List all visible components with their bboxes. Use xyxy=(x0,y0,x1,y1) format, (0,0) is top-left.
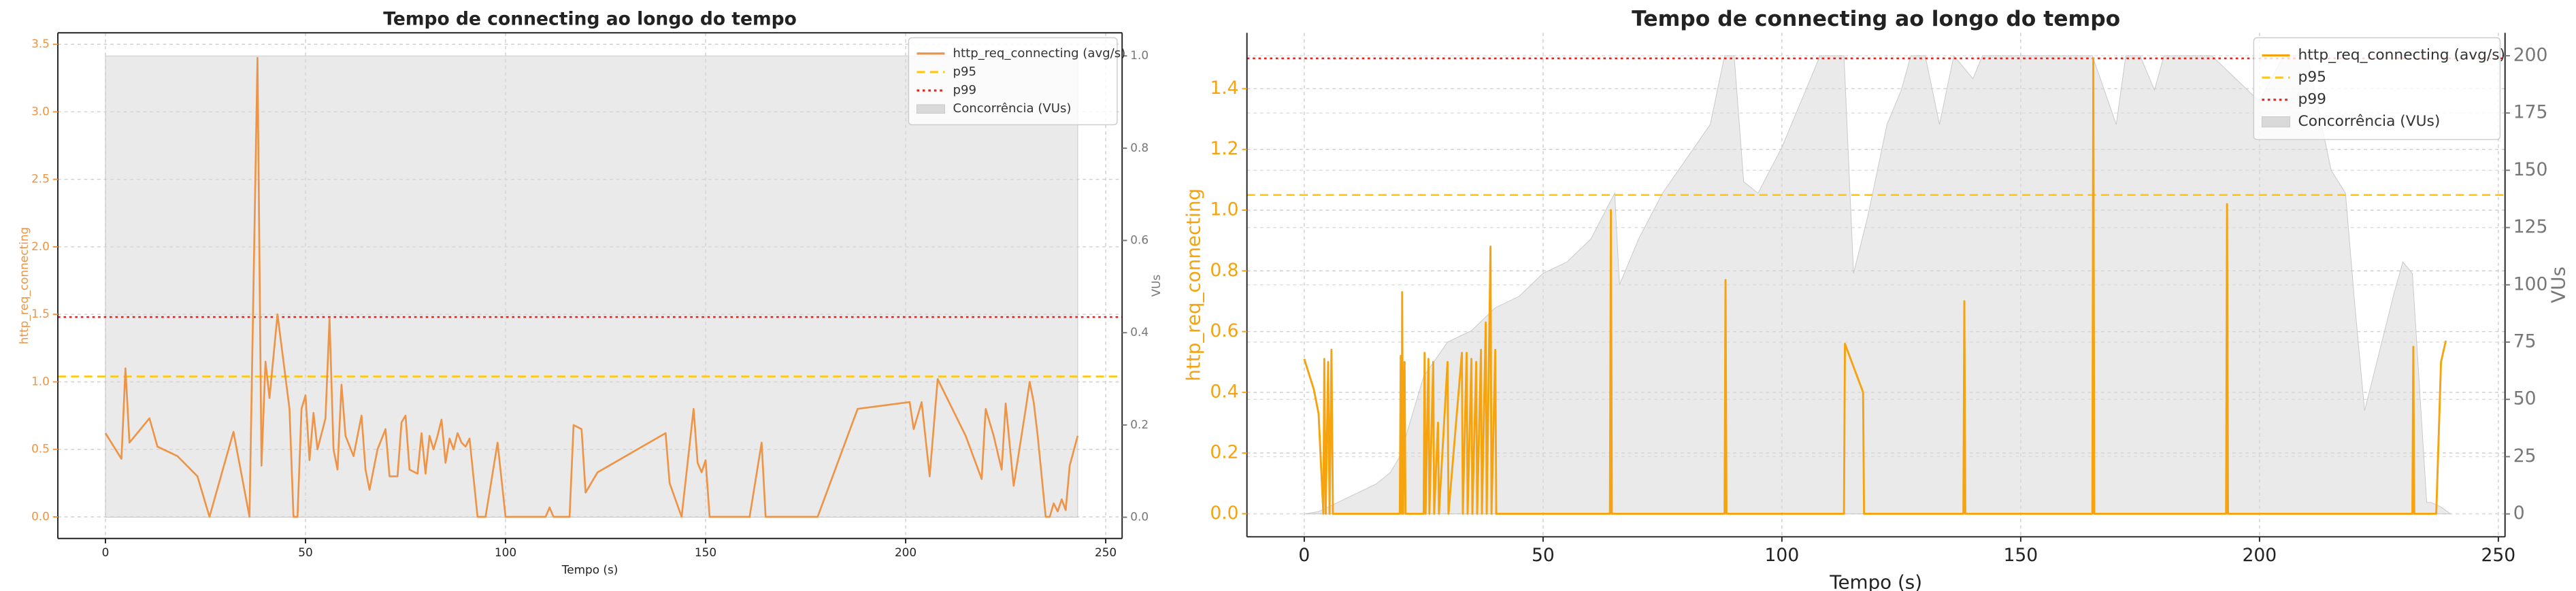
legend-label: http_req_connecting (avg/s) xyxy=(2298,46,2506,63)
y-tick-label: 2.0 xyxy=(31,239,50,253)
legend-box xyxy=(908,37,1118,126)
y-tick-label: 0.2 xyxy=(1210,442,1238,463)
x-tick-label: 50 xyxy=(1532,545,1555,566)
x-tick-label: 0 xyxy=(1298,545,1310,566)
legend-swatch xyxy=(2261,116,2290,128)
series-line xyxy=(1303,57,2447,515)
y2-tick-label: 0.8 xyxy=(1130,141,1149,154)
y-tick-label: 0.0 xyxy=(31,509,50,523)
y2-tick-label: 0 xyxy=(2513,503,2525,524)
concurrency-area xyxy=(1304,54,2452,515)
x-tick-label: 0 xyxy=(102,545,110,559)
y-tick-label: 1.0 xyxy=(31,374,50,388)
x-tick-label: 100 xyxy=(1765,545,1800,566)
concurrency-area xyxy=(105,55,1078,518)
x-tick-label: 150 xyxy=(695,545,716,559)
x-tick-label: 250 xyxy=(2481,545,2516,566)
y2-axis-label: VUs xyxy=(1149,275,1163,297)
y-tick-label: 1.2 xyxy=(1210,138,1238,159)
y2-tick-label: 25 xyxy=(2513,445,2537,467)
chart-panel: 0 50 100 150 200 250 0.0 0.2 0.4 0.6 0.8 1.0 1.2 1.4 0… xyxy=(1183,7,2570,591)
x-tick-label: 100 xyxy=(495,545,516,559)
y-tick-label: 1.0 xyxy=(1210,199,1238,220)
y2-tick-label: 0.0 xyxy=(1130,510,1149,524)
y-axis-label: http_req_connecting xyxy=(17,227,31,345)
y-tick-label: 1.5 xyxy=(31,307,50,320)
y-tick-label: 0.8 xyxy=(1210,260,1238,281)
y-axis-label: http_req_connecting xyxy=(1183,188,1205,382)
x-tick-label: 150 xyxy=(2004,545,2038,566)
y2-tick-label: 125 xyxy=(2513,216,2548,237)
x-axis-label: Tempo (s) xyxy=(561,563,618,577)
legend-label: Concorrência (VUs) xyxy=(2298,113,2441,130)
y2-axis-label: VUs xyxy=(2547,267,2569,303)
y2-tick-label: 200 xyxy=(2513,44,2548,65)
series-line xyxy=(104,56,1079,518)
y-tick-label: 3.5 xyxy=(31,37,50,50)
y-tick-label: 1.4 xyxy=(1210,78,1238,99)
y-tick-label: 0.4 xyxy=(1210,381,1238,402)
chart-title: Tempo de connecting ao longo do tempo xyxy=(1632,7,2120,31)
y-tick-label: 0.5 xyxy=(31,442,50,456)
x-tick-label: 200 xyxy=(895,545,917,559)
y2-tick-label: 100 xyxy=(2513,273,2548,294)
legend-label: p95 xyxy=(953,65,977,79)
y2-tick-label: 1.0 xyxy=(1130,48,1149,62)
y2-tick-label: 175 xyxy=(2513,102,2548,123)
y-tick-label: 3.0 xyxy=(31,104,50,118)
y-tick-label: 0.0 xyxy=(1210,503,1238,524)
x-axis-label: Tempo (s) xyxy=(1829,571,1922,591)
y2-tick-label: 0.4 xyxy=(1130,325,1149,339)
legend-label: p95 xyxy=(2298,69,2326,86)
x-tick-label: 50 xyxy=(298,545,312,559)
y2-tick-label: 50 xyxy=(2513,388,2537,409)
chart-panel: 0 50 100 150 200 250 0.0 0.5 1.0 1.5 2.0 2.5 3.0 3.5 0… xyxy=(17,8,1163,576)
legend-box xyxy=(2253,37,2501,140)
y2-tick-label: 75 xyxy=(2513,331,2537,352)
y2-tick-label: 0.6 xyxy=(1130,233,1149,247)
x-tick-label: 250 xyxy=(1095,545,1117,559)
legend-label: http_req_connecting (avg/s) xyxy=(953,46,1126,61)
y2-tick-label: 0.2 xyxy=(1130,418,1149,431)
legend-label: p99 xyxy=(2298,91,2326,108)
legend-swatch xyxy=(916,104,945,114)
chart-title: Tempo de connecting ao longo do tempo xyxy=(383,8,797,29)
y2-tick-label: 150 xyxy=(2513,159,2548,180)
y-tick-label: 0.6 xyxy=(1210,320,1238,341)
legend-label: Concorrência (VUs) xyxy=(953,101,1072,116)
legend-label: p99 xyxy=(953,83,977,97)
y-tick-label: 2.5 xyxy=(31,172,50,186)
x-tick-label: 200 xyxy=(2243,545,2277,566)
